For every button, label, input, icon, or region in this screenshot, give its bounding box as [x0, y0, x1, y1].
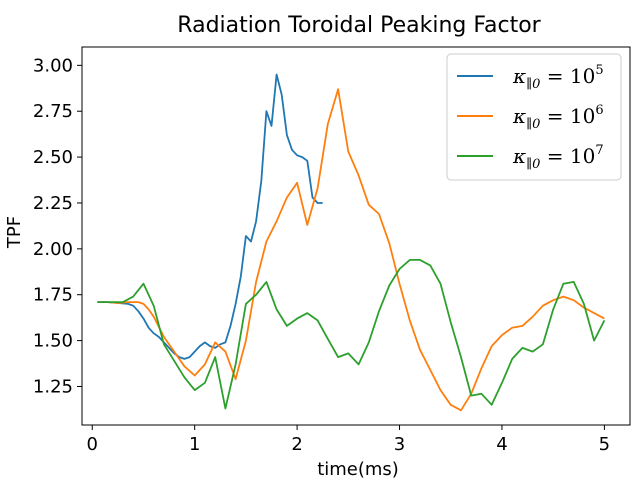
x-axis-label: time(ms)	[317, 459, 399, 480]
x-tick-label: 2	[291, 434, 302, 455]
legend-box	[446, 53, 622, 181]
legend: κ∥0 = 105 κ∥0 = 106 κ∥0 = 107	[446, 53, 622, 181]
legend-label: κ∥0 = 105	[512, 63, 604, 92]
x-tick-label: 0	[87, 434, 98, 455]
series-line-3	[97, 258, 606, 410]
y-tick-label: 2.25	[33, 193, 73, 214]
series-line-2	[97, 88, 605, 412]
legend-label: κ∥0 = 106	[512, 103, 604, 132]
y-axis-label: TPF	[4, 216, 25, 249]
legend-entry-3: κ∥0 = 107	[457, 143, 604, 172]
x-tick-label: 5	[599, 434, 610, 455]
axes-frame	[81, 46, 631, 426]
y-tick-label: 2.75	[33, 101, 73, 122]
x-tick-label: 3	[394, 434, 405, 455]
y-tick-label: 1.50	[33, 331, 73, 352]
legend-label: κ∥0 = 107	[512, 143, 604, 172]
chart-title: Radiation Toroidal Peaking Factor	[177, 13, 541, 38]
y-axis-ticks: 1.25 1.50 1.75 2.00 2.25 2.50 2.75 3.00	[33, 55, 82, 397]
y-tick-label: 1.25	[33, 376, 73, 397]
y-tick-label: 1.75	[33, 285, 73, 306]
series-line-1	[97, 73, 323, 360]
plot-lines	[97, 73, 606, 412]
x-axis-ticks: 0 1 2 3 4 5	[87, 425, 610, 455]
y-tick-label: 2.00	[33, 239, 73, 260]
y-tick-label: 3.00	[33, 55, 73, 76]
y-tick-label: 2.50	[33, 147, 73, 168]
x-tick-label: 1	[189, 434, 200, 455]
x-tick-label: 4	[496, 434, 507, 455]
legend-entry-1: κ∥0 = 105	[457, 63, 604, 92]
legend-entry-2: κ∥0 = 106	[457, 103, 604, 132]
